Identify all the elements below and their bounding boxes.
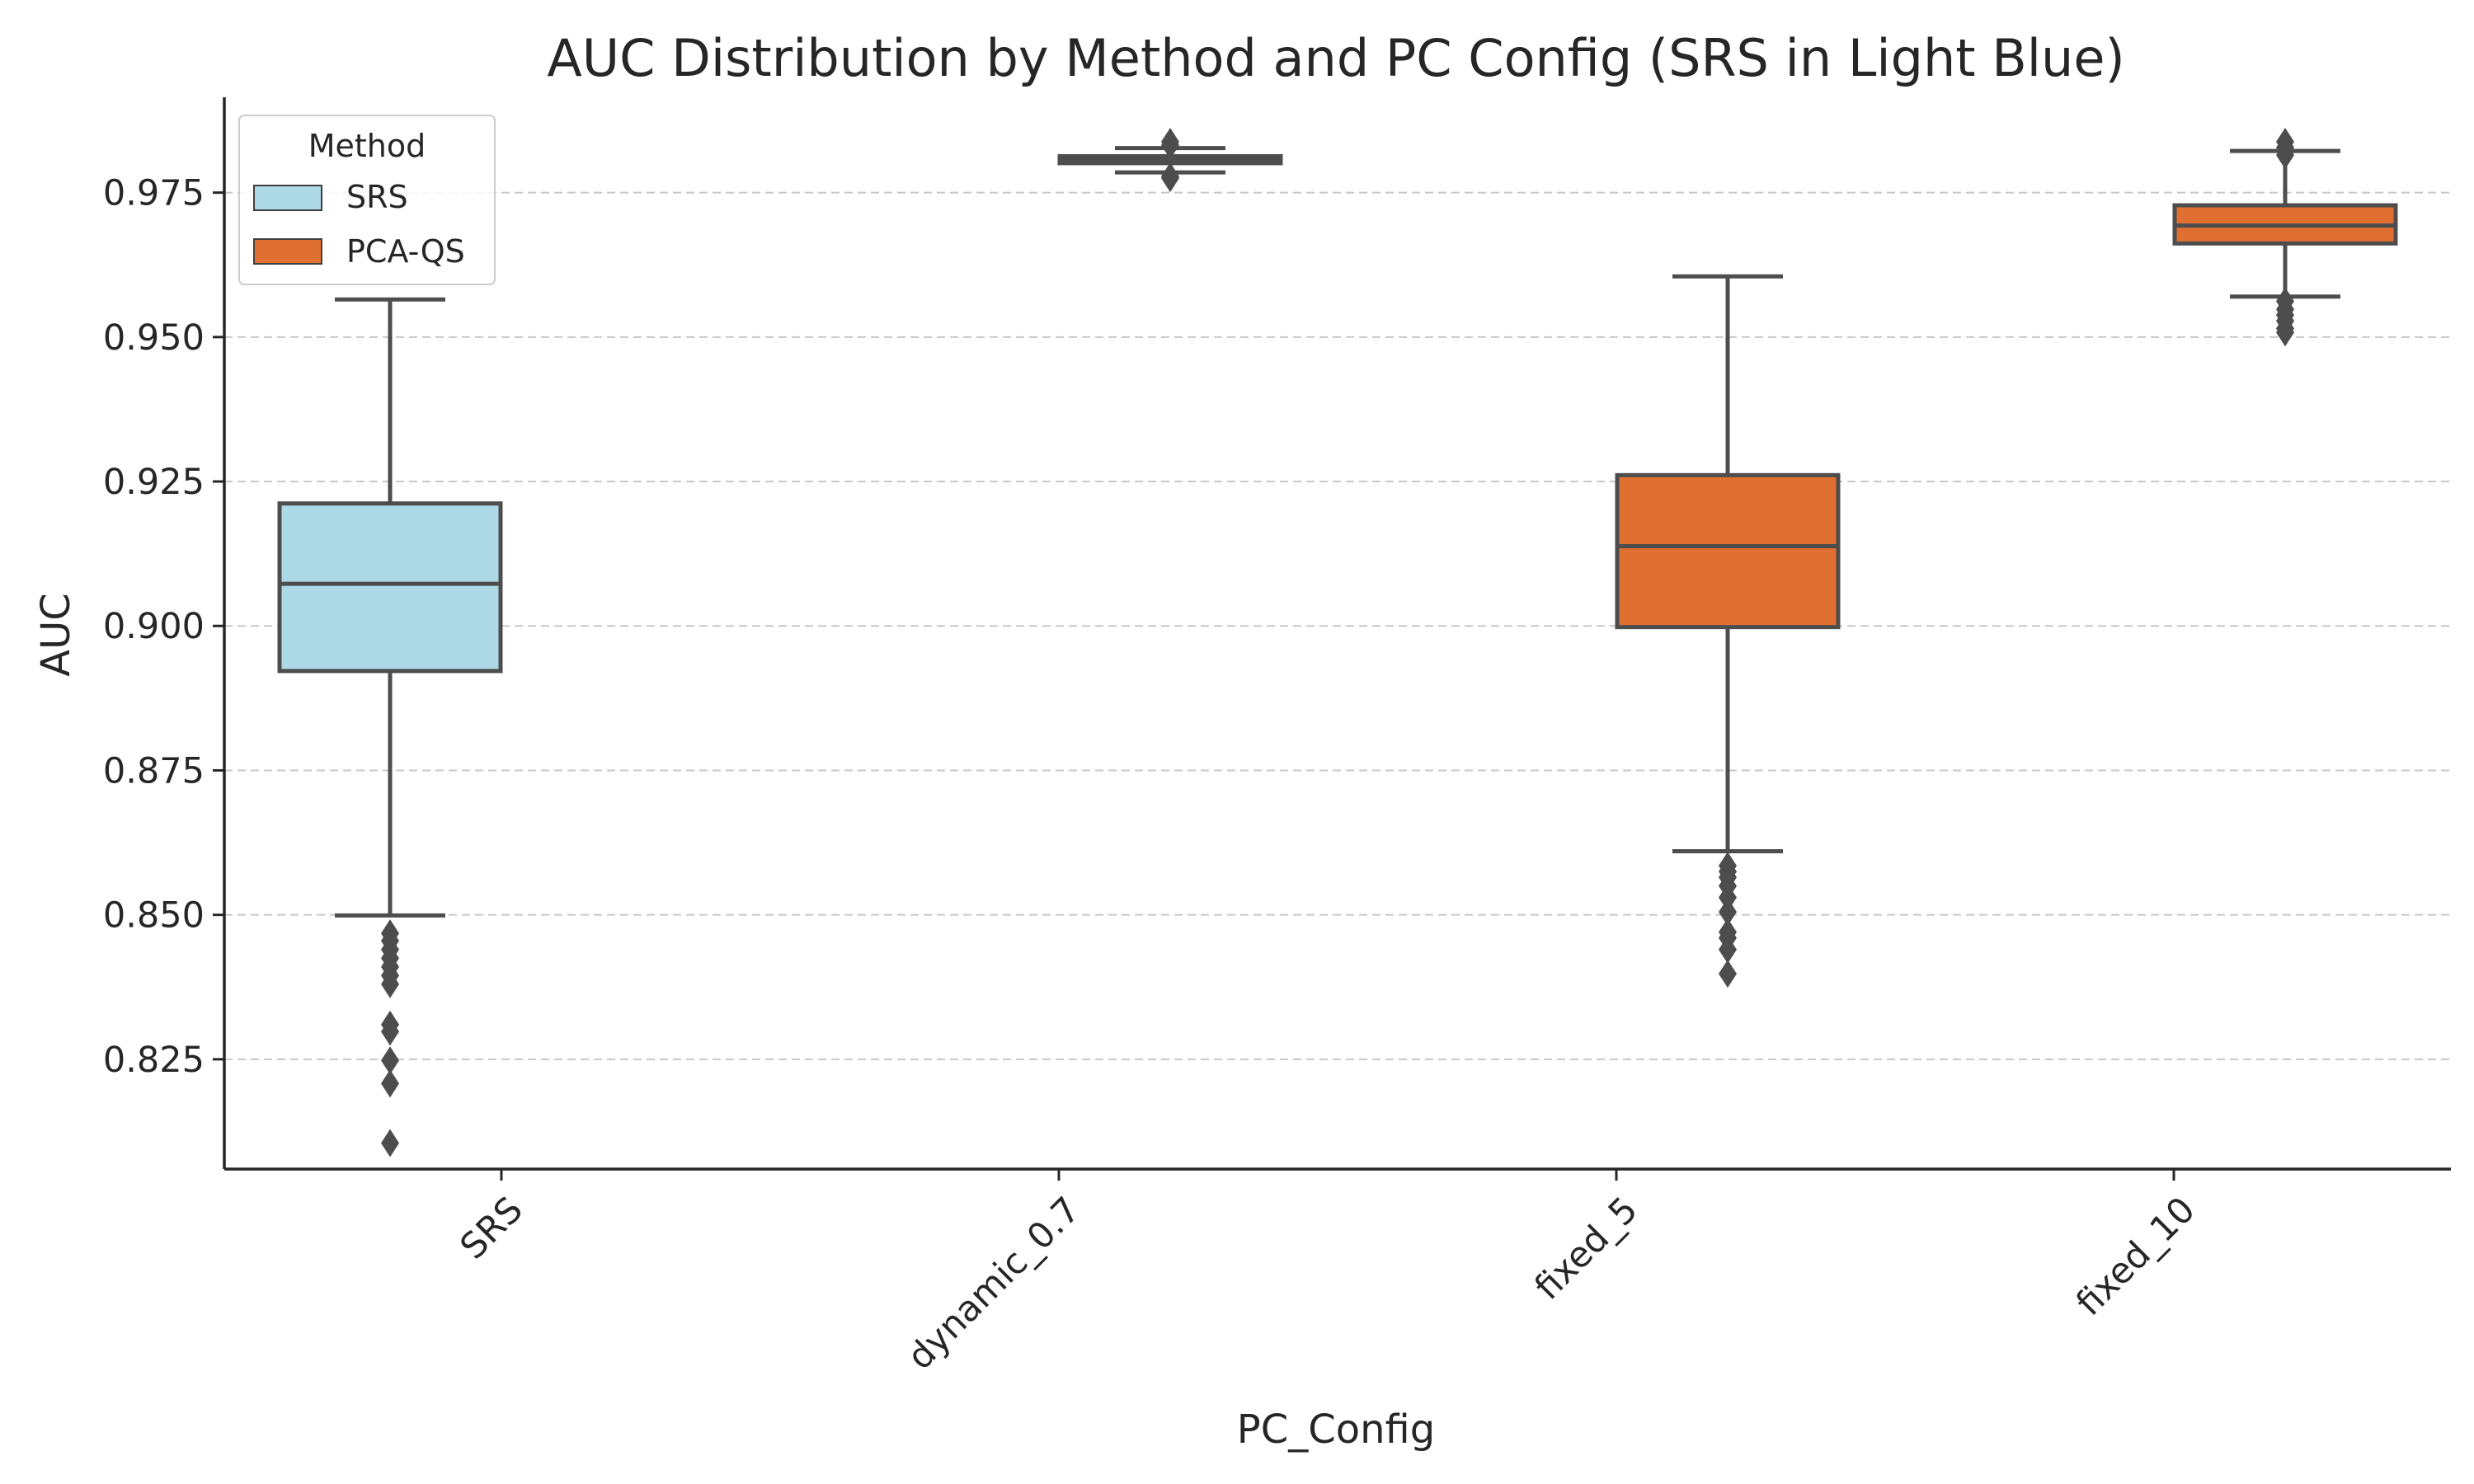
outlier-point: [381, 1069, 399, 1098]
legend: Method SRS PCA-QS: [238, 115, 496, 285]
y-tick-label: 0.875: [103, 750, 205, 791]
y-tick-label: 0.925: [103, 462, 205, 503]
x-axis-label: PC_Config: [1237, 1407, 1435, 1453]
y-tick-label: 0.850: [103, 895, 205, 937]
chart-title: AUC Distribution by Method and PC Config…: [547, 28, 2124, 88]
outlier-point: [1719, 883, 1737, 912]
x-tick-label: dynamic_0.7: [900, 1189, 1089, 1378]
outlier-point: [1719, 898, 1737, 927]
gridlines: [224, 191, 2451, 1060]
x-tick-label: fixed_10: [2068, 1189, 2203, 1323]
outlier-point: [2276, 318, 2294, 347]
legend-title: Method: [308, 128, 426, 164]
outlier-point: [2276, 141, 2294, 170]
y-tick-label: 0.950: [103, 317, 205, 359]
y-ticks: 0.825 0.850 0.875 0.900 0.925 0.950 0.975: [103, 173, 224, 1081]
x-tick-label: SRS: [453, 1189, 531, 1267]
outlier-point: [381, 1017, 399, 1046]
outlier-point: [381, 1129, 399, 1158]
legend-swatch-pca-qs: [253, 238, 322, 265]
y-tick-label: 0.900: [103, 606, 205, 647]
legend-label-pca-qs: PCA-QS: [346, 233, 465, 270]
box-iqr: [277, 501, 503, 674]
outlier-point: [381, 970, 399, 998]
x-ticks: SRS dynamic_0.7 fixed_5 fixed_10: [453, 1169, 2204, 1378]
outlier-point: [1719, 960, 1737, 989]
x-tick-label: fixed_5: [1527, 1189, 1646, 1308]
box-srs: [277, 297, 503, 1158]
box-fixed-5: [1615, 274, 1841, 989]
y-axis-label: AUC: [33, 593, 79, 676]
legend-swatch-srs: [253, 185, 322, 211]
y-tick-label: 0.825: [103, 1040, 205, 1081]
box-fixed-10: [2172, 127, 2398, 347]
box-iqr: [1615, 472, 1841, 630]
axes: [223, 97, 2451, 1171]
outlier-point: [1161, 131, 1179, 160]
outlier-point: [1161, 164, 1179, 193]
outlier-point: [381, 1046, 399, 1075]
box-series: [277, 127, 2398, 1158]
legend-label-srs: SRS: [346, 179, 408, 215]
box-dynamic-0-7: [1057, 127, 1283, 193]
y-tick-label: 0.975: [103, 173, 205, 214]
outlier-point: [1719, 935, 1737, 964]
